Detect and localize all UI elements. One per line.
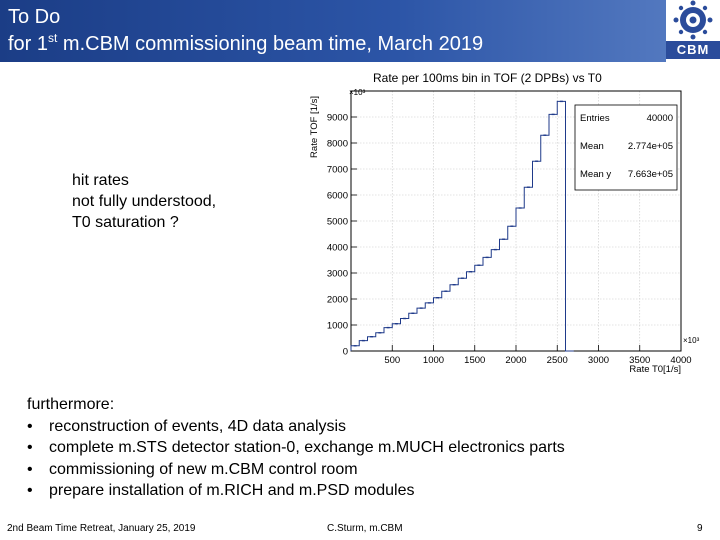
x-tick-label: 3000 — [588, 355, 609, 366]
grid-lines — [351, 91, 682, 351]
page-number: 9 — [697, 523, 703, 534]
stats-meany-value: 7.663e+05 — [628, 169, 673, 180]
logo-band — [666, 41, 720, 59]
stats-meany-label: Mean y — [580, 169, 611, 180]
y-tick-label: 0 — [343, 347, 348, 358]
bullet: • — [27, 439, 33, 456]
list-item-text: commissioning of new m.CBM control room — [49, 460, 358, 478]
rate-histogram: 500 1000 1500 2000 2500 3000 3500 4000 0 1000 200… — [303, 66, 720, 376]
y-tick-label: 3000 — [327, 269, 348, 280]
y-exponent: ×10³ — [349, 88, 366, 97]
note-line: not fully understood, — [72, 193, 217, 210]
slide-title: To Do for 1st m.CBM commissioning beam t… — [8, 4, 483, 58]
histogram-steps — [350, 100, 574, 352]
x-tick-label: 4000 — [670, 355, 691, 366]
x-exponent: ×10³ — [683, 336, 700, 345]
list-item: • prepare installation of m.RICH and m.PS… — [27, 480, 565, 502]
list-item-text: complete m.STS detector station-0, excha… — [49, 439, 565, 456]
list-item: • reconstruction of events, 4D data analy… — [27, 416, 565, 438]
list-item-text: reconstruction of events, 4D data analys… — [49, 417, 347, 435]
y-tick-label: 4000 — [327, 243, 348, 254]
x-ticks: 500 1000 1500 2000 2500 3000 3500 4000 — [384, 345, 692, 366]
furthermore-section: furthermore: • reconstruction of events, … — [27, 394, 565, 502]
footer-event: 2nd Beam Time Retreat, January 25, 2019 — [7, 523, 196, 534]
y-tick-label: 5000 — [327, 217, 348, 228]
note-line: T0 saturation ? — [72, 214, 179, 231]
x-tick-label: 1000 — [423, 355, 444, 366]
stats-mean-value: 2.774e+05 — [628, 141, 673, 152]
y-tick-label: 8000 — [327, 139, 348, 150]
cbm-logo: CBM — [666, 0, 720, 62]
x-axis-label: Rate T0[1/s] — [629, 364, 681, 375]
furthermore-heading: furthermore: — [27, 396, 115, 413]
list-item-text: prepare installation of m.RICH and m.PSD… — [49, 482, 415, 499]
stats-entries-value: 40000 — [647, 113, 673, 124]
y-ticks: 0 1000 2000 3000 4000 5000 6000 7000 8000 9000 — [327, 113, 357, 358]
y-axis-label: Rate TOF [1/s] — [309, 96, 320, 158]
stats-entries-label: Entries — [580, 113, 610, 124]
list-item: • complete m.STS detector station-0, exch… — [27, 437, 565, 459]
title-suffix: m.CBM commissioning beam time, March 201… — [57, 33, 484, 55]
stats-mean-label: Mean — [580, 141, 604, 152]
y-tick-label: 2000 — [327, 295, 348, 306]
title-banner: To Do for 1st m.CBM commissioning beam t… — [0, 0, 720, 62]
title-line-2: for 1st m.CBM commissioning beam time, M… — [8, 31, 483, 58]
list-item: • commissioning of new m.CBM control room — [27, 459, 565, 481]
bullet: • — [27, 417, 33, 435]
y-tick-label: 9000 — [327, 113, 348, 124]
title-prefix: for 1 — [8, 33, 49, 55]
stats-box: Entries 40000 Mean 2.774e+05 Mean y 7.66… — [574, 104, 678, 191]
y-tick-label: 7000 — [327, 165, 348, 176]
note-line: hit rates — [72, 172, 129, 189]
y-tick-label: 6000 — [327, 191, 348, 202]
x-tick-label: 2000 — [505, 355, 526, 366]
title-line-1: To Do — [8, 6, 61, 28]
x-tick-label: 2500 — [547, 355, 568, 366]
x-tick-label: 3500 — [629, 355, 650, 366]
title-superscript: st — [48, 31, 58, 45]
stats-box-frame — [574, 104, 678, 191]
x-tick-label: 500 — [384, 355, 400, 366]
logo-text: CBM — [676, 42, 710, 57]
footer-author: C.Sturm, m.CBM — [327, 523, 403, 534]
hit-rate-note: hit rates not fully understood, T0 satur… — [72, 170, 216, 233]
bullet: • — [27, 460, 33, 478]
x-tick-label: 1500 — [464, 355, 485, 366]
bullet: • — [27, 482, 33, 499]
detector-emblem-icon — [673, 0, 713, 40]
y-tick-label: 1000 — [327, 321, 348, 332]
chart-title: Rate per 100ms bin in TOF (2 DPBs) vs T0 — [373, 71, 602, 85]
histogram-points — [353, 100, 563, 347]
histogram-canvas: 500 1000 1500 2000 2500 3000 3500 4000 0 1000 200… — [303, 66, 720, 376]
